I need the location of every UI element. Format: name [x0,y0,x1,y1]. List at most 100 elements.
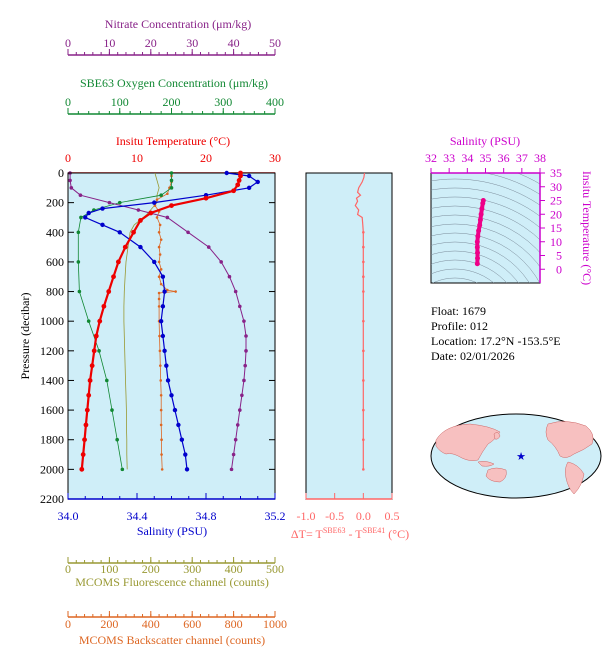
ts-point [474,239,480,245]
nitrate-point [240,393,244,398]
ts-salinity-axis-label: Salinity (PSU) [450,134,520,148]
ts-point [478,211,484,217]
delta-t-point [362,230,365,234]
ts-temperature-tick-label: 15 [550,221,562,235]
salinity-point [86,210,91,216]
ts-point [475,233,481,239]
delta-t-panel-background [305,172,393,500]
profile-panel-background [67,172,276,500]
density-contour [431,196,540,229]
backscatter-tick-label: 400 [142,617,160,631]
nitrate-point [68,178,72,183]
delta-t-label-mid: - T [346,527,364,541]
land-indonesia [477,461,495,467]
nitrate-point [229,467,234,472]
salinity-point [164,363,169,368]
backscatter-tick-label: 0 [65,617,71,631]
salinity-point [162,289,167,294]
pressure-tick-label: 1800 [40,433,64,447]
temperature-point [80,452,86,457]
temperature-point [93,333,99,339]
temperature-point [83,422,89,428]
float-location-star-icon: ★ [516,451,526,463]
oxygen-point [79,215,83,220]
salinity-point [162,348,167,354]
density-contour [431,250,519,283]
backscatter-point [155,216,159,219]
density-contour [431,187,540,217]
fluorescence-tick-label: 300 [183,562,201,576]
temperature-point [97,318,103,324]
oxygen-tick-label: 300 [214,95,232,109]
ts-point [476,228,482,234]
nitrate-point [242,378,246,383]
location: Location: 17.2°N -153.5°E [431,334,561,348]
backscatter-point [158,253,162,256]
oxygen-point [120,467,125,472]
nitrate-point [233,289,238,294]
oxygen-point [105,378,109,383]
density-contour [431,232,540,283]
temperature-point [106,289,112,294]
delta-t-point [362,379,365,382]
nitrate-profile-line [69,173,247,470]
temperature-point [236,178,242,183]
oxygen-point [159,193,163,198]
ts-temperature-tick-label: 35 [550,166,562,180]
ts-point [480,198,486,203]
ts-temperature-tick-label: 30 [550,180,562,194]
backscatter-point [159,423,163,427]
temperature-point [84,407,90,413]
float-info: Float: 1679 Profile: 012 Location: 17.2°… [431,304,561,363]
nitrate-point [186,230,190,235]
salinity-point [246,185,252,191]
temperature-point [138,218,143,223]
fluorescence-tick-label: 200 [142,562,160,576]
backscatter-point [158,349,162,353]
pressure-tick-label: 800 [46,285,64,299]
temperature-point [115,259,121,265]
nitrate-point [233,437,238,442]
salinity-point [172,407,178,413]
nitrate-tick-label: 40 [228,36,240,50]
ts-temperature-tick-label: 5 [556,249,562,263]
land-australia [485,467,507,483]
backscatter-point [159,238,163,241]
pressure-tick-label: 200 [46,196,64,210]
salinity-point [160,333,166,339]
oxygen-point [115,437,119,442]
ts-temperature-tick-label: 10 [550,235,562,249]
ts-temperature-tick-label: 25 [550,194,562,208]
nitrate-point [206,245,211,249]
salinity-point [255,179,260,185]
delta-t-label-suffix: (°C) [385,527,409,541]
fluorescence-tick-label: 400 [225,562,243,576]
ts-point [475,255,481,261]
backscatter-point [174,290,177,293]
delta-t-label-prefix: ΔT= T [291,527,324,541]
nitrate-point [242,319,246,323]
salinity-point [160,274,166,279]
temperature-point [131,229,136,235]
density-contour [431,178,540,206]
backscatter-point [153,204,157,207]
land-asia [435,423,501,461]
backscatter-point [159,268,163,271]
ts-salinity-tick-label: 35 [480,151,492,165]
nitrate-point [69,186,74,190]
nitrate-point [244,349,248,353]
pressure-axis-label: Pressure (decibar) [18,293,32,380]
ts-temperature-tick-label: 0 [556,262,562,276]
oxygen-axis-label: SBE63 Oxygen Concentration (μm/kg) [80,76,268,90]
delta-t-point [362,468,365,471]
backscatter-point [159,282,163,286]
backscatter-axis-label: MCOMS Backscatter channel (counts) [79,633,265,647]
temperature-point [111,274,116,280]
oxygen-tick-label: 200 [163,95,181,109]
temperature-point [87,378,93,383]
temperature-point [79,466,85,472]
ts-salinity-tick-label: 37 [516,151,528,165]
ts-salinity-tick-label: 38 [534,151,546,165]
salinity-point [152,259,157,265]
